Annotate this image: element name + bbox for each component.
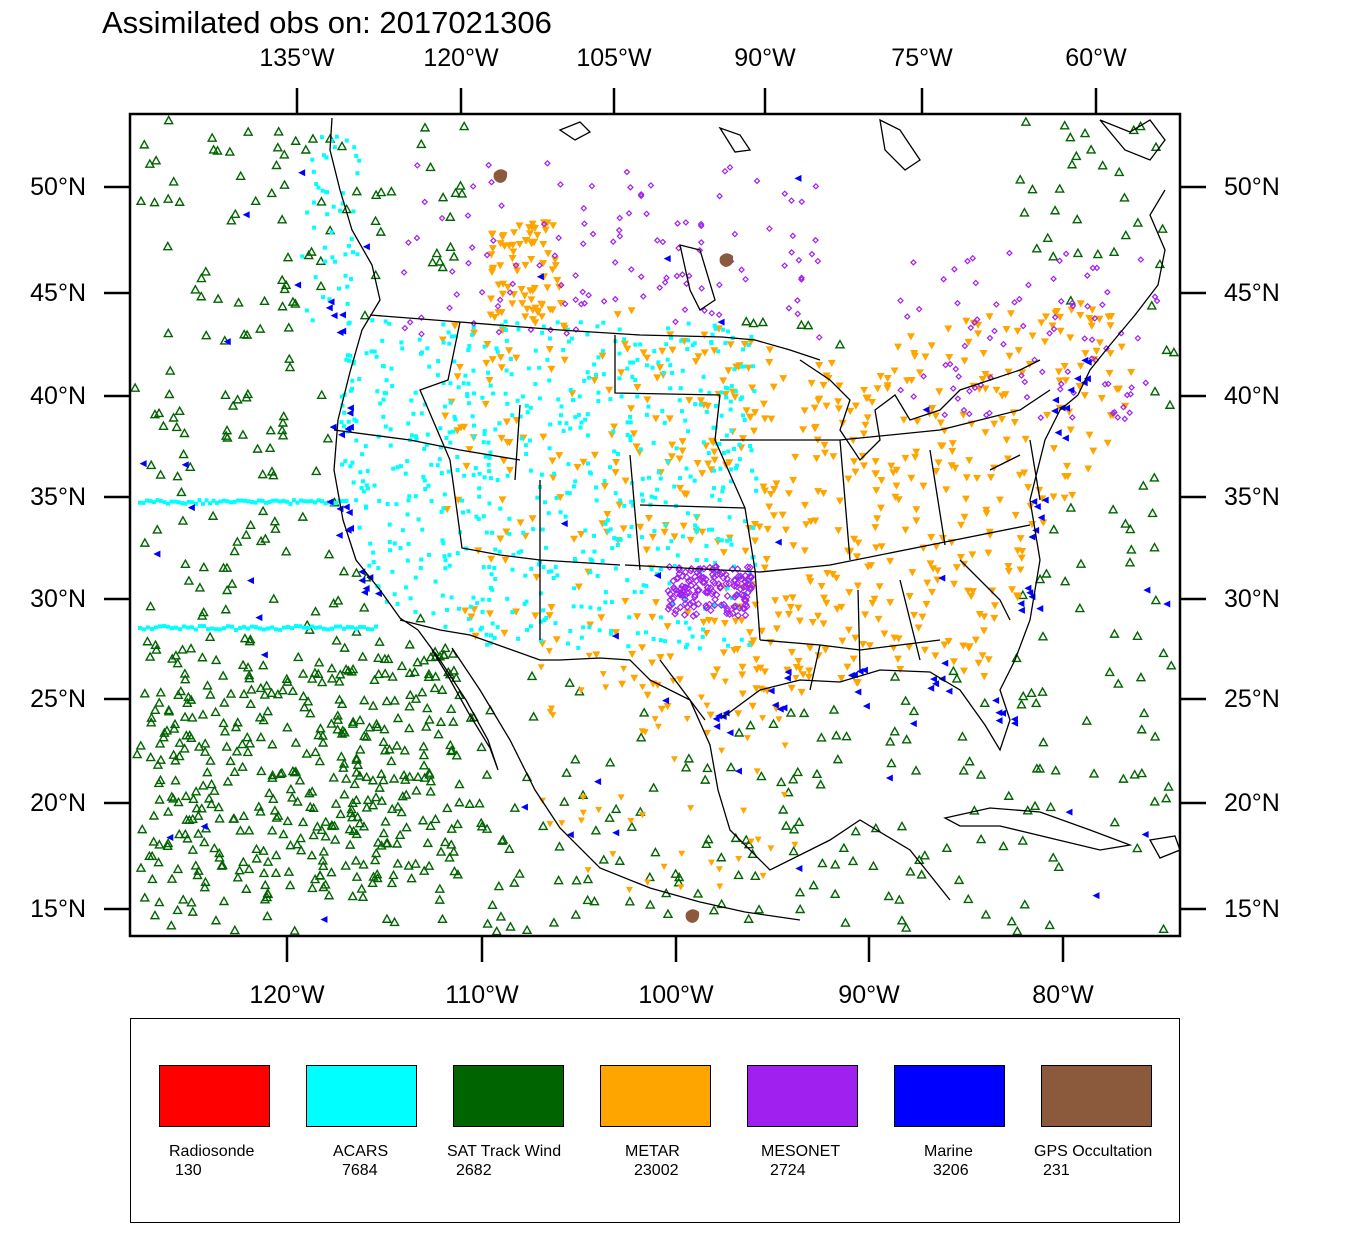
state-lines-east (939, 389, 1051, 621)
map-plot (104, 88, 1206, 962)
right-axis-label-20n: 20°N (1224, 789, 1280, 817)
border-mexico (399, 619, 706, 721)
map-title: Assimilated obs on: 2017021306 (102, 5, 552, 40)
great-lakes (799, 359, 1041, 462)
coastline-northeast (1077, 189, 1166, 396)
legend-label-metar: METAR (625, 1143, 680, 1160)
island-hispaniola (1148, 835, 1180, 859)
top-axis-label-75w: 75°W (891, 44, 953, 72)
legend-swatch-metar (600, 1065, 711, 1127)
bottom-axis-label-100w: 100°W (638, 981, 714, 1009)
observation-markers (130, 115, 1180, 936)
legend-count-sat-track-wind: 2682 (456, 1162, 492, 1179)
legend-count-marine: 3206 (933, 1162, 969, 1179)
left-axis-label-35n: 35°N (30, 483, 86, 511)
bottom-axis-label-120w: 120°W (249, 981, 325, 1009)
coastline-baja (417, 629, 499, 771)
map-frame (128, 112, 1182, 938)
top-axis-label-120w: 120°W (423, 44, 499, 72)
top-axis-label-90w: 90°W (734, 44, 796, 72)
legend-swatch-gps-occultation (1041, 1065, 1152, 1127)
legend-label-marine: Marine (924, 1143, 973, 1160)
left-axis-label-30n: 30°N (30, 585, 86, 613)
canadian-islands (558, 118, 1166, 311)
legend: Radiosonde 130 ACARS 7684 SAT Track Wind… (130, 1018, 1180, 1223)
cuba (943, 807, 1133, 851)
legend-count-metar: 23002 (634, 1162, 679, 1179)
tick-marks (104, 88, 1206, 962)
top-axis-label-60w: 60°W (1065, 44, 1127, 72)
coastline-gulf-north (721, 394, 1079, 752)
bottom-axis-label-90w: 90°W (838, 981, 900, 1009)
legend-count-radiosonde: 130 (175, 1162, 202, 1179)
left-axis-label-15n: 15°N (30, 895, 86, 923)
right-axis-label-50n: 50°N (1224, 173, 1280, 201)
legend-count-acars: 7684 (342, 1162, 378, 1179)
right-axis-label-45n: 45°N (1224, 279, 1280, 307)
legend-label-gps-occultation: GPS Occultation (1034, 1143, 1153, 1160)
legend-swatch-mesonet (747, 1065, 858, 1127)
legend-count-mesonet: 2724 (770, 1162, 806, 1179)
top-axis-label-105w: 105°W (576, 44, 652, 72)
left-axis-label-20n: 20°N (30, 789, 86, 817)
legend-label-sat-track-wind: SAT Track Wind (447, 1143, 562, 1160)
right-axis-label-25n: 25°N (1224, 685, 1280, 713)
left-axis-label-25n: 25°N (30, 685, 86, 713)
right-axis-label-40n: 40°N (1224, 382, 1280, 410)
left-axis-label-50n: 50°N (30, 173, 86, 201)
coastline-west (329, 117, 419, 631)
right-axis-label-30n: 30°N (1224, 585, 1280, 613)
legend-count-gps-occultation: 231 (1043, 1162, 1070, 1179)
coastline-gulf (659, 659, 951, 901)
legend-swatch-sat-track-wind (453, 1065, 564, 1127)
right-axis-label-35n: 35°N (1224, 483, 1280, 511)
coastline-mexico-west (451, 647, 801, 921)
bottom-axis-label-80w: 80°W (1032, 981, 1094, 1009)
legend-swatch-radiosonde (159, 1065, 270, 1127)
border-canada (369, 314, 821, 361)
left-axis-label-45n: 45°N (30, 279, 86, 307)
top-axis-label-135w: 135°W (259, 44, 335, 72)
left-axis-label-40n: 40°N (30, 382, 86, 410)
state-lines-west (333, 321, 721, 640)
legend-swatch-acars (306, 1065, 417, 1127)
legend-label-radiosonde: Radiosonde (169, 1143, 255, 1160)
map-lines (329, 117, 1180, 921)
bottom-axis-label-110w: 110°W (445, 981, 519, 1009)
right-axis-label-15n: 15°N (1224, 895, 1280, 923)
legend-swatch-marine (894, 1065, 1005, 1127)
state-lines-central (624, 394, 1031, 691)
legend-label-mesonet: MESONET (761, 1143, 841, 1160)
legend-label-acars: ACARS (333, 1143, 389, 1160)
